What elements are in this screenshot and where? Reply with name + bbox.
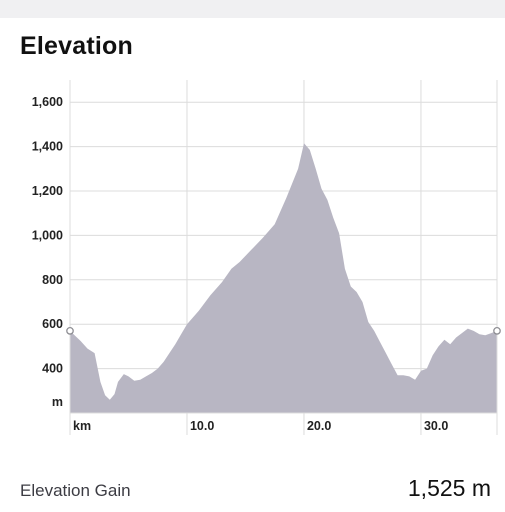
elevation-gain-row: Elevation Gain 1,525 m	[20, 474, 491, 506]
x-axis-ticks: km 10.0 20.0 30.0	[73, 419, 448, 433]
elevation-area	[70, 143, 497, 414]
elevation-chart[interactable]: m 400 600 800 1,000 1,200 1,400 1,600 km 10.0 20.…	[0, 80, 505, 440]
top-strip	[0, 0, 505, 18]
x-tick-label: km	[73, 419, 91, 433]
y-tick-label: 1,600	[32, 95, 63, 109]
x-tick-label: 30.0	[424, 419, 448, 433]
x-tick-label: 20.0	[307, 419, 331, 433]
y-tick-label: 1,400	[32, 140, 63, 154]
y-axis-ticks: m 400 600 800 1,000 1,200 1,400 1,600	[32, 95, 63, 409]
chart-frame	[69, 80, 498, 435]
elevation-gain-label: Elevation Gain	[20, 481, 131, 500]
section-title: Elevation	[20, 32, 133, 60]
y-tick-label: 600	[42, 317, 63, 331]
x-tick-label: 10.0	[190, 419, 214, 433]
y-tick-label: m	[52, 395, 63, 409]
endpoint-markers	[66, 327, 501, 335]
y-tick-label: 1,000	[32, 228, 63, 242]
elevation-area-path	[70, 143, 497, 414]
start-marker	[66, 327, 74, 335]
elevation-gain-value: 1,525 m	[407, 475, 491, 501]
y-tick-label: 1,200	[32, 184, 63, 198]
end-marker	[493, 327, 501, 335]
y-tick-label: 800	[42, 273, 63, 287]
y-tick-label: 400	[42, 362, 63, 376]
